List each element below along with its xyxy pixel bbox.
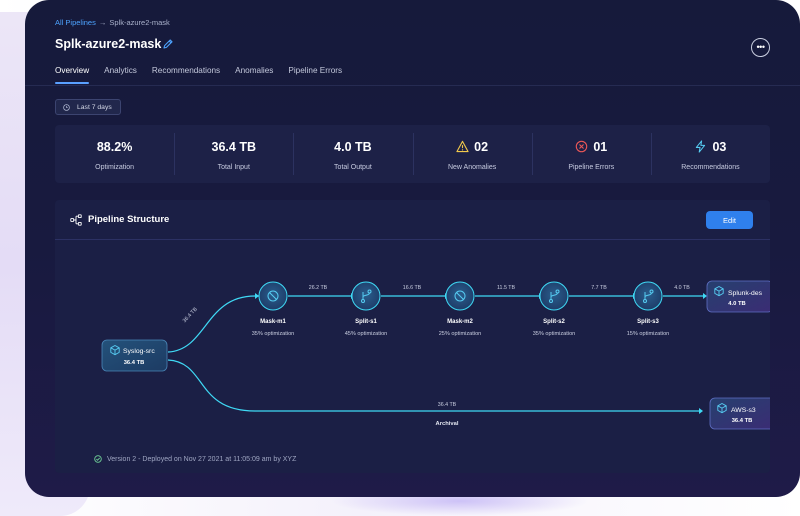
node-name: Split-s1 xyxy=(355,319,377,325)
pipeline-structure-panel: Pipeline Structure Edit xyxy=(55,200,770,473)
stat-new-anomalies[interactable]: 02 New Anomalies xyxy=(412,125,532,183)
stats-panel: 88.2% Optimization 36.4 TB Total Input 4… xyxy=(55,125,770,183)
stat-value: 03 xyxy=(712,140,727,154)
stat-label: Optimization xyxy=(95,164,135,171)
flow-edge-source-lower xyxy=(167,359,699,412)
cube-icon xyxy=(714,286,724,297)
date-range-filter[interactable]: Last 7 days xyxy=(55,99,121,115)
stat-value-row: 03 xyxy=(651,140,770,154)
pipeline-structure-title: Pipeline Structure xyxy=(88,214,170,225)
tab-analytics[interactable]: Analytics xyxy=(104,66,137,75)
stat-value: 88.2% xyxy=(96,140,133,154)
cube-icon xyxy=(717,403,727,414)
archival-size-label: 36.4 TB xyxy=(438,402,457,408)
destination-size: 36.4 TB xyxy=(732,418,753,424)
check-circle-icon xyxy=(94,455,102,463)
tab-bar: Overview Analytics Recommendations Anoma… xyxy=(55,66,357,84)
split-icon xyxy=(643,289,654,303)
breadcrumb: All Pipelines → Splk-azure2-mask xyxy=(55,18,170,27)
stat-total-output: 4.0 TB Total Output xyxy=(293,125,412,183)
archival-label: Archival xyxy=(436,421,459,427)
more-options-button[interactable]: ••• xyxy=(751,38,770,57)
edge-label-source: 36.4 TB xyxy=(182,306,199,324)
pencil-icon[interactable] xyxy=(162,38,174,50)
stat-pipeline-errors[interactable]: 01 Pipeline Errors xyxy=(531,125,651,183)
node-name: Mask-m1 xyxy=(260,319,286,325)
stat-recommendations[interactable]: 03 Recommendations xyxy=(650,125,770,183)
block-icon xyxy=(267,290,279,302)
stat-label: New Anomalies xyxy=(447,164,497,171)
destination-node-aws-s3[interactable]: AWS-s3 36.4 TB xyxy=(709,397,770,430)
node-optimization: 35% optimization xyxy=(533,331,576,337)
cube-icon xyxy=(110,345,120,356)
error-circle-icon xyxy=(576,140,588,153)
edge-label-2: 16.6 TB xyxy=(403,285,422,291)
node-optimization: 15% optimization xyxy=(627,331,670,337)
stat-value: 02 xyxy=(474,140,489,154)
destination-node-splunk[interactable]: Splunk-des 4.0 TB xyxy=(706,280,770,313)
pipeline-node-split-s3[interactable]: Split-s3 15% optimization xyxy=(627,281,670,337)
stat-value: 01 xyxy=(593,140,608,154)
pipeline-tree-icon xyxy=(70,214,82,226)
arrowhead xyxy=(699,408,703,414)
app-window: All Pipelines → Splk-azure2-mask Splk-azur… xyxy=(25,0,800,497)
page-title: Splk-azure2-mask xyxy=(55,37,162,51)
stat-value-row: 01 xyxy=(532,140,651,154)
stat-label: Total Input xyxy=(217,164,250,171)
stat-total-input: 36.4 TB Total Input xyxy=(174,125,293,183)
stat-value: 36.4 TB xyxy=(211,140,256,154)
lightning-icon xyxy=(696,140,706,153)
node-optimization: 45% optimization xyxy=(345,331,388,337)
destination-name: AWS-s3 xyxy=(731,407,756,414)
more-dots-icon: ••• xyxy=(756,42,765,52)
pipeline-structure-header: Pipeline Structure Edit xyxy=(55,200,770,240)
source-size: 36.4 TB xyxy=(124,360,145,366)
node-optimization: 25% optimization xyxy=(439,331,482,337)
node-optimization: 35% optimization xyxy=(252,331,295,337)
tab-overview[interactable]: Overview xyxy=(55,66,90,84)
edge-label-5: 4.0 TB xyxy=(674,285,690,291)
arrowhead xyxy=(703,293,707,299)
breadcrumb-separator: → xyxy=(98,18,107,27)
stat-label: Total Output xyxy=(334,164,372,171)
block-icon xyxy=(454,290,466,302)
edge-label-1: 26.2 TB xyxy=(309,285,328,291)
breadcrumb-current: Splk-azure2-mask xyxy=(109,18,170,27)
stat-value-row: 02 xyxy=(413,140,532,154)
edge-label-4: 7.7 TB xyxy=(591,285,607,291)
source-node-syslog[interactable]: Syslog-src 36.4 TB xyxy=(101,339,168,372)
clock-icon xyxy=(63,103,70,111)
stat-label: Pipeline Errors xyxy=(568,164,615,171)
warning-triangle-icon xyxy=(456,140,469,153)
split-icon xyxy=(361,289,372,303)
edit-button[interactable]: Edit xyxy=(706,211,753,229)
tabs-divider xyxy=(25,85,800,86)
pipeline-flow-diagram: 36.4 TB 26.2 TB 16.6 TB 11.5 TB 7.7 TB 4… xyxy=(101,280,770,430)
stat-value: 4.0 TB xyxy=(334,140,372,154)
breadcrumb-all-pipelines-link[interactable]: All Pipelines xyxy=(55,18,96,27)
pipeline-node-split-s2[interactable]: Split-s2 35% optimization xyxy=(533,281,576,337)
arrowhead xyxy=(255,293,259,299)
node-name: Mask-m2 xyxy=(447,319,473,325)
pipeline-node-mask-m1[interactable]: Mask-m1 35% optimization xyxy=(252,281,295,337)
flow-edge-source-upper xyxy=(167,295,259,353)
stat-label: Recommendations xyxy=(681,164,740,171)
date-range-label: Last 7 days xyxy=(77,103,112,111)
pipeline-node-mask-m2[interactable]: Mask-m2 25% optimization xyxy=(439,281,482,337)
tab-pipeline-errors[interactable]: Pipeline Errors xyxy=(288,66,343,75)
tab-recommendations[interactable]: Recommendations xyxy=(151,66,221,75)
edge-label-3: 11.5 TB xyxy=(497,285,516,291)
split-icon xyxy=(549,289,560,303)
destination-name: Splunk-des xyxy=(728,290,763,297)
version-text: Version 2 - Deployed on Nov 27 2021 at 1… xyxy=(107,455,297,463)
version-info: Version 2 - Deployed on Nov 27 2021 at 1… xyxy=(94,455,296,463)
tab-anomalies[interactable]: Anomalies xyxy=(235,66,274,75)
destination-size: 4.0 TB xyxy=(728,301,745,307)
pipeline-node-split-s1[interactable]: Split-s1 45% optimization xyxy=(345,281,388,337)
node-name: Split-s2 xyxy=(543,319,565,325)
source-name: Syslog-src xyxy=(123,348,155,355)
node-name: Split-s3 xyxy=(637,319,659,325)
stat-optimization: 88.2% Optimization xyxy=(55,125,174,183)
